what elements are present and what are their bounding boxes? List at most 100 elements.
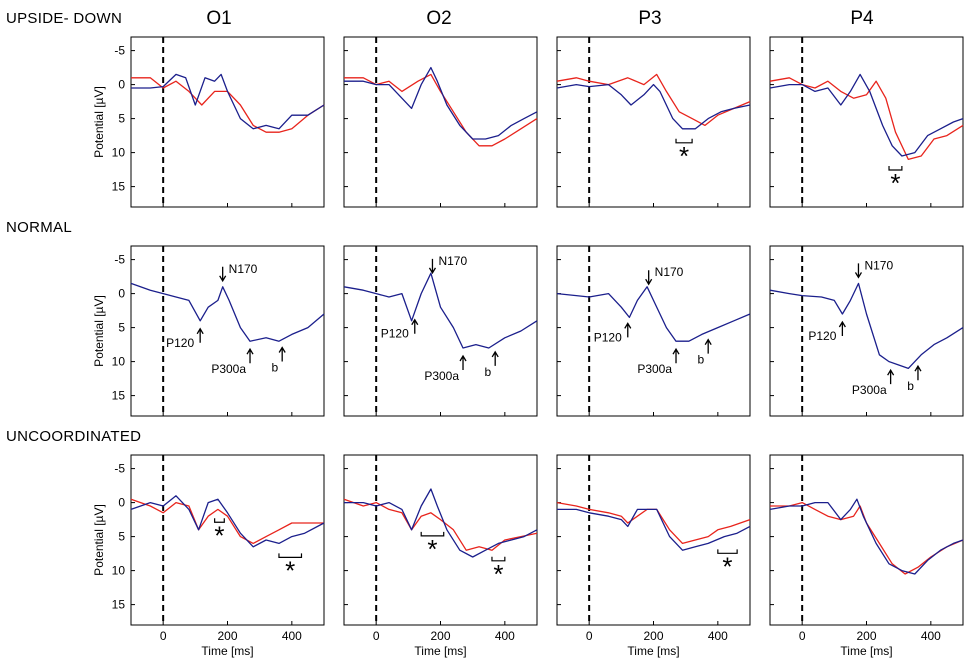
- panel-upside-down-p4: *: [769, 36, 964, 208]
- panel-uncoordinated-o2: 0 200 400 Time [ms] * *: [343, 454, 538, 658]
- panel-normal-o1: -5 0 5 10 15 Potential [µV] N170 P120 P300a b: [92, 245, 325, 417]
- significance-star: *: [285, 555, 295, 585]
- x-axis-label: Time [ms]: [201, 644, 253, 658]
- column-label-p3: P3: [638, 8, 662, 29]
- x-tick-label: 200: [430, 629, 450, 643]
- component-p120-arrow: [411, 318, 419, 334]
- series-red-line: [344, 73, 538, 147]
- y-tick-label: 10: [112, 564, 126, 578]
- y-tick-label: 5: [118, 321, 125, 335]
- component-p300a-label: P300a: [637, 362, 672, 376]
- y-tick-label: -5: [114, 253, 125, 267]
- component-b-label: b: [484, 365, 491, 379]
- component-p120-label: P120: [381, 327, 409, 341]
- significance-bracket: [675, 138, 693, 144]
- panel-frame: [556, 36, 751, 208]
- x-axis-label: Time [ms]: [414, 644, 466, 658]
- x-tick-label: 0: [160, 629, 167, 643]
- series-blue-line: [130, 495, 325, 548]
- component-p300a-label: P300a: [211, 362, 246, 376]
- y-tick-label: 15: [112, 598, 126, 612]
- component-p300a-arrow: [246, 347, 254, 364]
- component-p300a-label: P300a: [424, 369, 459, 383]
- x-tick-label: 400: [708, 629, 728, 643]
- x-axis-label: Time [ms]: [627, 644, 679, 658]
- y-tick-label: 15: [112, 389, 126, 403]
- y-tick-label: 0: [118, 78, 125, 92]
- y-tick-label: 10: [112, 146, 126, 160]
- significance-bracket: [278, 553, 303, 558]
- panel-normal-p4: N170 P120 P300a b: [769, 245, 964, 417]
- series-blue-line: [769, 498, 964, 575]
- panel-frame: [343, 454, 538, 626]
- series-blue-line: [344, 488, 538, 558]
- panel-frame: [130, 36, 325, 208]
- component-n170-label: N170: [655, 265, 684, 279]
- component-p300a-label: P300a: [852, 383, 887, 397]
- series-red-line: [130, 498, 324, 545]
- component-p300a-arrow: [887, 368, 895, 385]
- y-tick-label: 10: [112, 355, 126, 369]
- significance-star: *: [427, 534, 437, 564]
- panel-uncoordinated-o1: -5 0 5 10 15 0 200 400 Potential [µV] Time [ms] * *: [92, 454, 325, 658]
- y-axis-label: Potential [µV]: [92, 295, 106, 367]
- component-b-arrow: [704, 338, 712, 354]
- component-p120-label: P120: [594, 330, 622, 344]
- significance-bracket: [491, 556, 506, 562]
- y-axis-label: Potential [µV]: [92, 86, 106, 158]
- component-b-label: b: [271, 361, 278, 375]
- panel-frame: [556, 245, 751, 417]
- series-red-line: [343, 498, 538, 551]
- y-tick-label: 5: [118, 530, 125, 544]
- row-label-normal: NORMAL: [6, 219, 72, 236]
- panel-frame: [343, 36, 538, 208]
- significance-star: *: [679, 141, 689, 171]
- component-p120-label: P120: [808, 329, 836, 343]
- series-blue-line: [130, 282, 325, 342]
- series-blue-line: [556, 83, 751, 130]
- series-blue-line: [131, 73, 325, 130]
- y-axis-label: Potential [µV]: [92, 504, 106, 576]
- significance-bracket: [214, 518, 225, 523]
- x-tick-label: 200: [217, 629, 237, 643]
- component-b-arrow: [278, 346, 286, 362]
- column-label-p4: P4: [850, 8, 874, 29]
- significance-star: *: [890, 168, 900, 198]
- significance-bracket: [420, 531, 445, 537]
- component-n170-label: N170: [864, 258, 893, 272]
- panel-frame: [769, 36, 964, 208]
- significance-star: *: [214, 520, 224, 550]
- panel-uncoordinated-p4: 0 200 400 Time [ms]: [769, 454, 964, 658]
- series-blue-line: [344, 66, 538, 140]
- panel-normal-p3: N170 P120 P300a b: [556, 245, 751, 417]
- significance-bracket: [717, 549, 738, 554]
- significance-star: *: [493, 559, 503, 589]
- x-axis-label: Time [ms]: [840, 644, 892, 658]
- series-blue-line: [343, 272, 538, 349]
- component-n170-label: N170: [438, 254, 467, 268]
- series-red-line: [769, 77, 964, 161]
- component-p120-arrow: [624, 322, 632, 338]
- component-p300a-arrow: [459, 354, 467, 370]
- panel-normal-o2: N170 P120 P300a b: [343, 245, 538, 417]
- panel-uncoordinated-p3: 0 200 400 Time [ms] *: [556, 454, 751, 658]
- component-p300a-arrow: [672, 347, 680, 364]
- component-p120-label: P120: [166, 336, 194, 350]
- x-tick-label: 400: [282, 629, 302, 643]
- x-tick-label: 0: [799, 629, 806, 643]
- panel-frame: [130, 245, 325, 417]
- component-n170-label: N170: [229, 262, 258, 276]
- y-tick-label: 15: [112, 180, 126, 194]
- series-blue-line: [769, 73, 964, 157]
- row-label-uncoordinated: UNCOORDINATED: [6, 428, 142, 445]
- x-tick-label: 0: [373, 629, 380, 643]
- panel-frame: [130, 454, 325, 626]
- series-blue-line: [769, 282, 964, 370]
- y-tick-label: -5: [114, 44, 125, 58]
- panel-upside-down-o2: [343, 36, 538, 208]
- component-n170-arrow: [854, 263, 863, 279]
- y-tick-label: 5: [118, 112, 125, 126]
- series-red-line: [770, 501, 964, 575]
- significance-star: *: [722, 551, 732, 581]
